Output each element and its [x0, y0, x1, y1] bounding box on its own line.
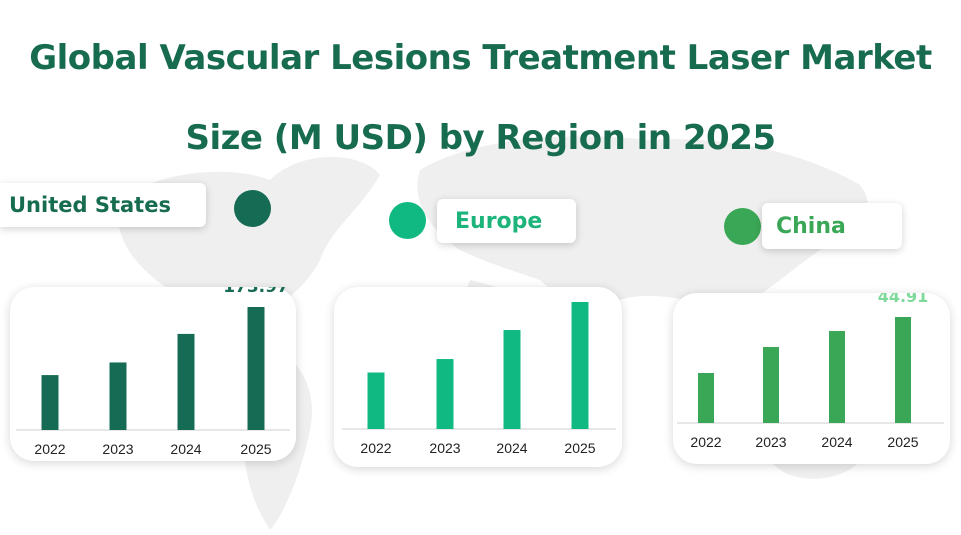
- chart-title-line-1: Global Vascular Lesions Treatment Laser …: [29, 38, 932, 78]
- x-tick-label: 2024: [170, 441, 201, 457]
- bar-2022: [41, 375, 59, 430]
- region-name-united-states: United States: [9, 193, 171, 217]
- bar-2024: [503, 329, 521, 429]
- united-states-marker-dot: [234, 190, 271, 227]
- bar-2024: [829, 331, 845, 423]
- europe-chart-card: 2022 2023 2024 2025 182.6: [334, 287, 622, 467]
- x-tick-label: 2022: [690, 434, 721, 450]
- china-marker-dot: [724, 208, 761, 245]
- x-tick-label: 2022: [360, 440, 391, 456]
- united-states-bar-chart: 2022 2023 2024 2025 173.97: [16, 287, 290, 457]
- bar-2022: [367, 372, 385, 429]
- china-bar-chart: 2022 2023 2024 2025 44.91: [677, 293, 944, 450]
- region-label-europe: Europe: [437, 199, 576, 243]
- region-name-china: China: [776, 213, 846, 239]
- chart-title-line-2: Size (M USD) by Region in 2025: [185, 118, 776, 158]
- region-name-europe: Europe: [455, 208, 543, 234]
- value-label-2025: 182.6: [555, 287, 606, 291]
- region-label-united-states: United States: [0, 183, 206, 227]
- bar-2024: [177, 333, 195, 430]
- x-tick-label: 2024: [821, 434, 852, 450]
- united-states-chart-card: 2022 2023 2024 2025 173.97: [10, 287, 296, 461]
- europe-marker-dot: [389, 202, 426, 239]
- x-tick-label: 2023: [429, 440, 460, 456]
- china-chart-card: 2022 2023 2024 2025 44.91: [673, 293, 950, 464]
- europe-bar-chart: 2022 2023 2024 2025 182.6: [342, 287, 616, 456]
- value-label-2025: 173.97: [223, 287, 289, 297]
- x-tick-label: 2025: [564, 440, 595, 456]
- x-tick-label: 2022: [34, 441, 65, 457]
- region-label-china: China: [762, 203, 902, 249]
- x-tick-label: 2024: [496, 440, 527, 456]
- x-tick-label: 2023: [102, 441, 133, 457]
- bar-2022: [698, 373, 714, 423]
- bar-2023: [109, 362, 127, 430]
- bar-2025: [571, 302, 589, 429]
- bar-2025: [247, 307, 265, 430]
- value-label-2025: 44.91: [878, 293, 929, 306]
- bar-2025: [895, 317, 911, 423]
- x-tick-label: 2023: [755, 434, 786, 450]
- bar-2023: [436, 359, 454, 429]
- x-tick-label: 2025: [240, 441, 271, 457]
- x-tick-label: 2025: [887, 434, 918, 450]
- bar-2023: [763, 347, 779, 423]
